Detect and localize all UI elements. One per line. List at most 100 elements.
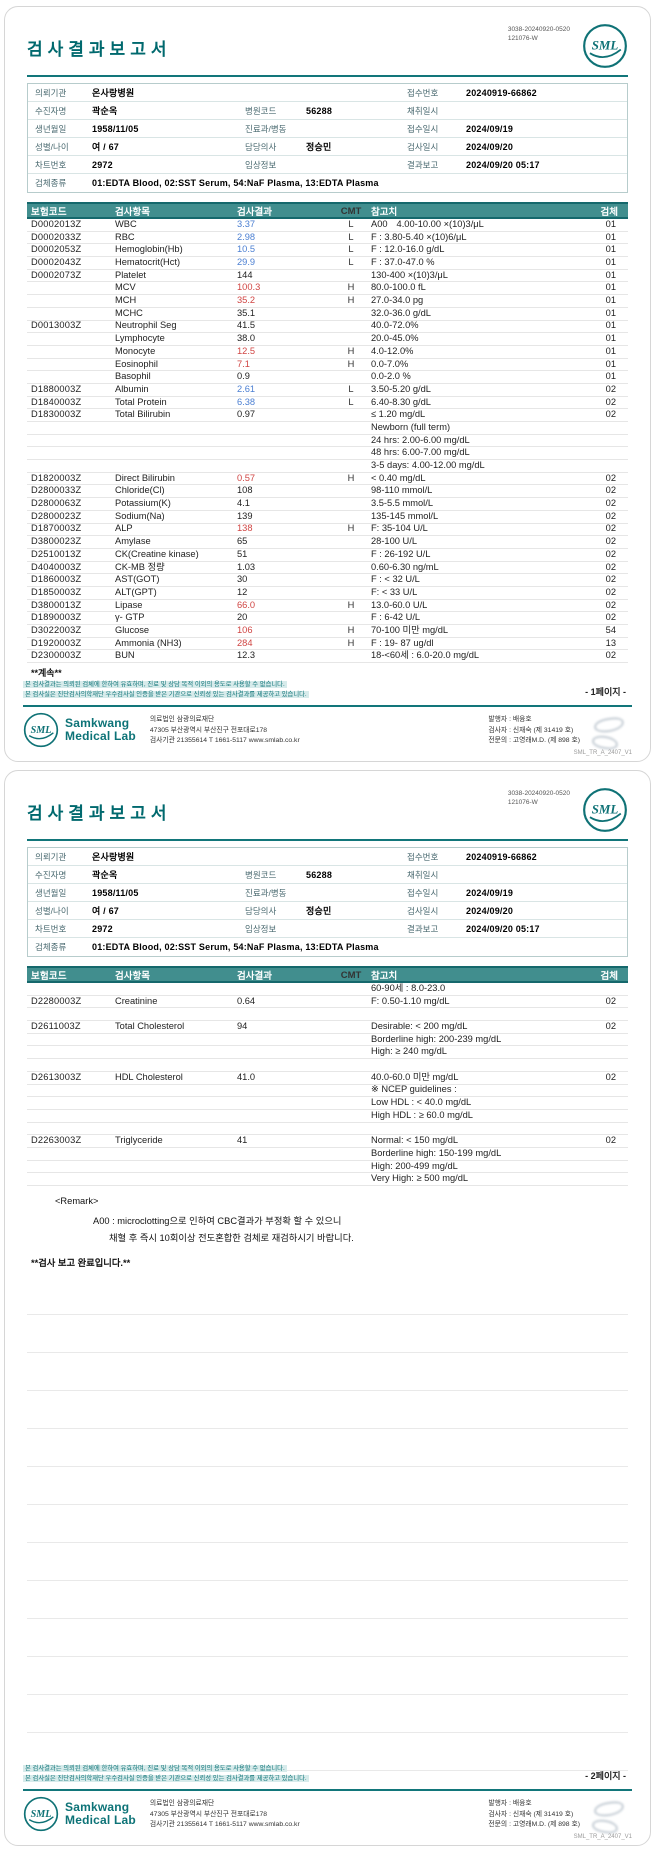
row-reference-range: 40.0-60.0 미만 mg/dL [371,1071,459,1082]
row-specimen-code: 02 [605,498,616,509]
row-cmt-flag: L [348,218,354,229]
row-test-name: ALP [115,523,133,534]
row-insurance-code: D0002043Z [31,257,82,268]
company-street-address: 47305 부산광역시 부산진구 전포대로178 [149,1810,268,1818]
row-reference-range: Borderline high: 200-239 mg/dL [371,1033,502,1044]
row-test-name: Creatinine [115,995,158,1006]
row-reference-range: 0.0-7.0% [371,358,409,369]
info-row: 의뢰기관 온사랑병원 접수번호 20240919-66862 [28,84,627,102]
value-birth-date: 1958/11/05 [92,887,139,898]
row-test-name: Hemoglobin(Hb) [115,244,183,255]
row-comment-code: A00 [371,218,388,229]
form-code: SML_TR_A_2407_V1 [573,750,632,756]
spacer-row [27,1008,628,1022]
label-collect-datetime: 채취일시 [407,869,439,880]
report-page-1: 검사결과보고서 3038-20240920-0520 121076-W SML … [4,6,651,762]
row-specimen-code: 02 [605,523,616,534]
row-specimen-code: 54 [605,624,616,635]
row-insurance-code: D1860003Z [31,574,82,585]
label-clinical-info: 임상정보 [245,159,277,170]
sml-footer-logo: SML Samkwang Medical Lab [23,712,136,748]
result-row: Basophil 0.9 0.0-2.0 % 01 [27,371,628,384]
row-reference-range: F : 37.0-47.0 % [371,257,435,268]
row-insurance-code: D1820003Z [31,472,82,483]
label-receipt-datetime: 접수일시 [407,123,439,134]
col-cmt: CMT [340,205,362,217]
row-reference-range: High: 200-499 mg/dL [371,1160,458,1171]
label-receipt-datetime: 접수일시 [407,887,439,898]
row-cmt-flag: H [347,523,355,534]
row-specimen-code: 02 [605,586,616,597]
row-insurance-code: D1890003Z [31,612,82,623]
remark-line-1: A00 : microclotting으로 인하여 CBC결과가 부정확 할 수… [93,1216,342,1226]
header-divider [27,75,628,77]
label-doctor: 담당의사 [245,905,277,916]
patient-info-table: 의뢰기관 온사랑병원 접수번호 20240919-66862 수진자명 곽순옥 … [27,847,628,957]
row-reference-range: F : 3.80-5.40 ×(10)6/μL [371,231,467,242]
row-reference-range: F : 26-192 U/L [371,548,431,559]
footer-company-block: SML Samkwang Medical Lab 의료법인 삼광의료재단 473… [23,712,632,756]
blank-ruled-line [27,1505,628,1543]
row-specimen-code: 02 [605,383,616,394]
page-number: - 1페이지 - [585,686,626,697]
row-cmt-flag: L [348,231,354,242]
row-cmt-flag: H [347,282,355,293]
row-result-value: 12.3 [237,650,256,661]
footer-divider [23,1789,632,1791]
disclaimer-text-2: 본 검사실은 진단검사의학재단 우수검사실 인증을 받은 기관으로 신뢰성 있는… [23,691,309,699]
blank-ruled-line [27,1657,628,1695]
tester-name: 검사자 : 신재숙 (제 31419 호) [488,1810,574,1818]
result-row: D3800013Z Lipase 66.0 H 13.0-60.0 U/L 02 [27,600,628,613]
row-reference-range: 0.60-6.30 ng/mL [371,561,439,572]
row-specimen-code: 02 [605,485,616,496]
blank-ruled-line [27,1467,628,1505]
row-test-name: MCV [115,282,136,293]
row-result-value: 12.5 [237,345,256,356]
row-reference-range: 27.0-34.0 pg [371,295,424,306]
row-insurance-code: D2510013Z [31,548,82,559]
row-insurance-code: D3800023Z [31,536,82,547]
ref-continuation-row: Newborn (full term) [27,422,628,435]
row-reference-range: F : < 32 U/L [371,574,420,585]
result-row: D3022003Z Glucose 106 H 70-100 미만 mg/dL 54 [27,625,628,638]
issuer-block: 발행자 : 배융호 검사자 : 신재숙 (제 31419 호) 전문의 : 고영… [488,1799,632,1835]
label-patient-name: 수진자명 [35,869,67,880]
row-insurance-code: D1830003Z [31,409,82,420]
label-chart-no: 차트번호 [35,159,67,170]
barcode-line-1: 3038-20240920-0520 [507,790,570,797]
ref-continuation-row: Borderline high: 150-199 mg/dL [27,1148,628,1161]
result-row: D2300003Z BUN 12.3 18-<60세 : 6.0-20.0 mg/dL… [27,650,628,664]
row-specimen-code: 13 [605,637,616,648]
value-requesting-org: 온사랑병원 [92,88,135,98]
row-result-value: 41.5 [237,320,256,331]
blank-ruled-line [27,1695,628,1733]
footer-divider [23,705,632,707]
row-result-value: 7.1 [237,358,250,369]
row-specimen-code: 02 [605,650,616,661]
row-reference-range: F : 19- 87 ug/dl [371,637,434,648]
result-row: MCHC 35.1 32.0-36.0 g/dL 01 [27,308,628,321]
row-test-name: Eosinophil [115,358,158,369]
label-hospital-code: 병원코드 [245,869,277,880]
row-reference-range: F: < 33 U/L [371,586,418,597]
row-test-name: RBC [115,231,135,242]
company-contact-line: 검사기관 21355614 T 1661-5117 www.smlab.co.k… [149,1821,300,1829]
disclaimer-text-1: 본 검사결과는 의뢰된 검체에 한하여 유효하며, 진료 및 상담 목적 이외의… [23,1764,287,1772]
row-result-value: 0.9 [237,371,250,382]
value-test-datetime: 2024/09/20 [466,141,514,152]
row-test-name: Potassium(K) [115,498,171,509]
row-insurance-code: D1840003Z [31,396,82,407]
row-result-value: 2.98 [237,231,256,242]
row-test-name: AST(GOT) [115,574,160,585]
patient-info-table: 의뢰기관 온사랑병원 접수번호 20240919-66862 수진자명 곽순옥 … [27,83,628,193]
label-sex-age: 성별/나이 [35,141,69,152]
row-result-value: 0.64 [237,995,256,1006]
col-test-item: 검사항목 [115,971,150,982]
row-test-name: MCHC [115,307,143,318]
page-header: 검사결과보고서 3038-20240920-0520 121076-W SML [27,23,628,75]
row-result-value: 20 [237,612,248,623]
row-result-value: 51 [237,548,248,559]
label-clinical-info: 임상정보 [245,923,277,934]
result-row: D2800023Z Sodium(Na) 139 135-145 mmol/L 02 [27,511,628,524]
